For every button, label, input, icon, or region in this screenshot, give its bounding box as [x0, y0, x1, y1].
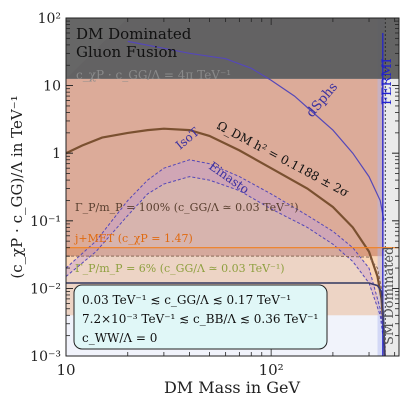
width-100-label: Γ_P/m_P = 100% (c_GG/Λ ≃ 0.03 TeV⁻¹)	[75, 201, 299, 214]
info-line-1: 0.03 TeV⁻¹ ≲ c_GG/Λ ≲ 0.17 TeV⁻¹	[82, 293, 291, 307]
series-line-einasto	[66, 176, 385, 345]
y-tick-label: 10²	[38, 11, 61, 27]
dm-dominated-label: DM Dominated	[76, 25, 192, 43]
width-6-label: Γ_P/m_P = 6% (c_GG/Λ ≃ 0.03 TeV⁻¹)	[75, 262, 285, 275]
region-width-100	[66, 78, 385, 257]
series-line-combined	[66, 282, 386, 356]
region-dm-dominated	[66, 18, 399, 79]
y-tick-label: 10⁻³	[30, 349, 61, 365]
info-box	[73, 284, 328, 350]
y-tick-label: 10⁻²	[30, 281, 61, 297]
y-tick-label: 1	[52, 146, 61, 162]
x-tick-label: 10	[56, 361, 75, 379]
region-sm-dominated	[385, 18, 399, 356]
x-tick-label: 10²	[259, 361, 284, 379]
region-fermi	[377, 18, 386, 356]
info-line-2: 7.2×10⁻³ TeV⁻¹ ≲ c_BB/Λ ≲ 0.36 TeV⁻¹	[82, 312, 318, 326]
x-axis-label: DM Mass in GeV	[164, 378, 300, 397]
y-tick-label: 10	[43, 79, 61, 95]
series-line-dsphs	[127, 40, 385, 221]
series-line-isot	[66, 159, 385, 336]
jmet-label: j+MET (c_χP = 1.47)	[73, 232, 193, 245]
perturbativity-label: c_χP · c_GG/Λ = 4π TeV⁻¹	[76, 68, 231, 82]
y-axis-label: (c_χP · c_GG)/Λ in TeV⁻¹	[8, 95, 26, 278]
sm-dominated-label: SM Dominated	[382, 247, 397, 345]
axis-ticks	[65, 17, 399, 357]
fermi-label: FERMI	[380, 58, 395, 105]
tick-labels: 10 10² 10⁻³ 10⁻² 10⁻¹ 1 10 10²	[30, 11, 284, 379]
y-tick-label: 10⁻¹	[30, 214, 61, 230]
gluon-fusion-label: Gluon Fusion	[76, 43, 177, 61]
series-lines	[66, 33, 399, 356]
info-line-3: c_WW/Λ = 0	[82, 331, 157, 345]
plot-frame	[65, 17, 400, 357]
